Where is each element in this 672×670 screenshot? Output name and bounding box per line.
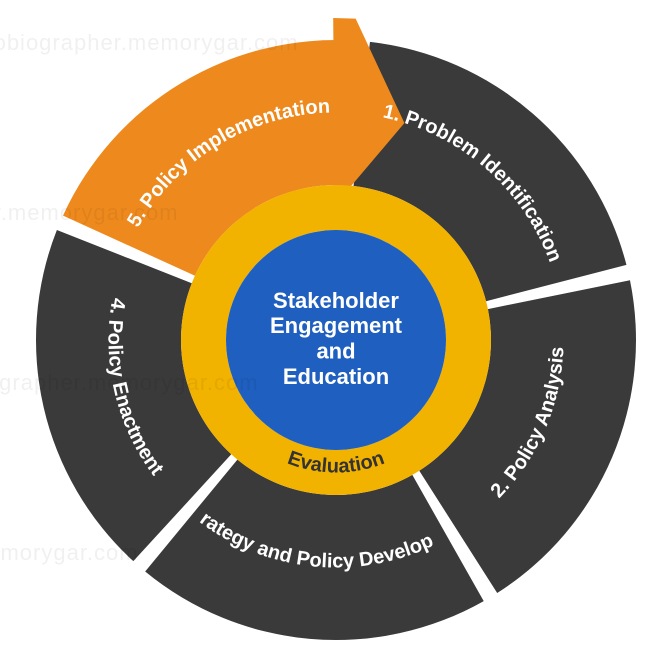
center-label-line-1: Stakeholder bbox=[273, 288, 399, 313]
center-label-line-3: and bbox=[316, 338, 355, 363]
center-label-line-4: Education bbox=[283, 364, 389, 389]
center-label-line-2: Engagement bbox=[270, 313, 403, 338]
policy-cycle-diagram: StakeholderEngagementandEducationEvaluat… bbox=[0, 0, 672, 670]
diagram-stage: StakeholderEngagementandEducationEvaluat… bbox=[0, 0, 672, 670]
